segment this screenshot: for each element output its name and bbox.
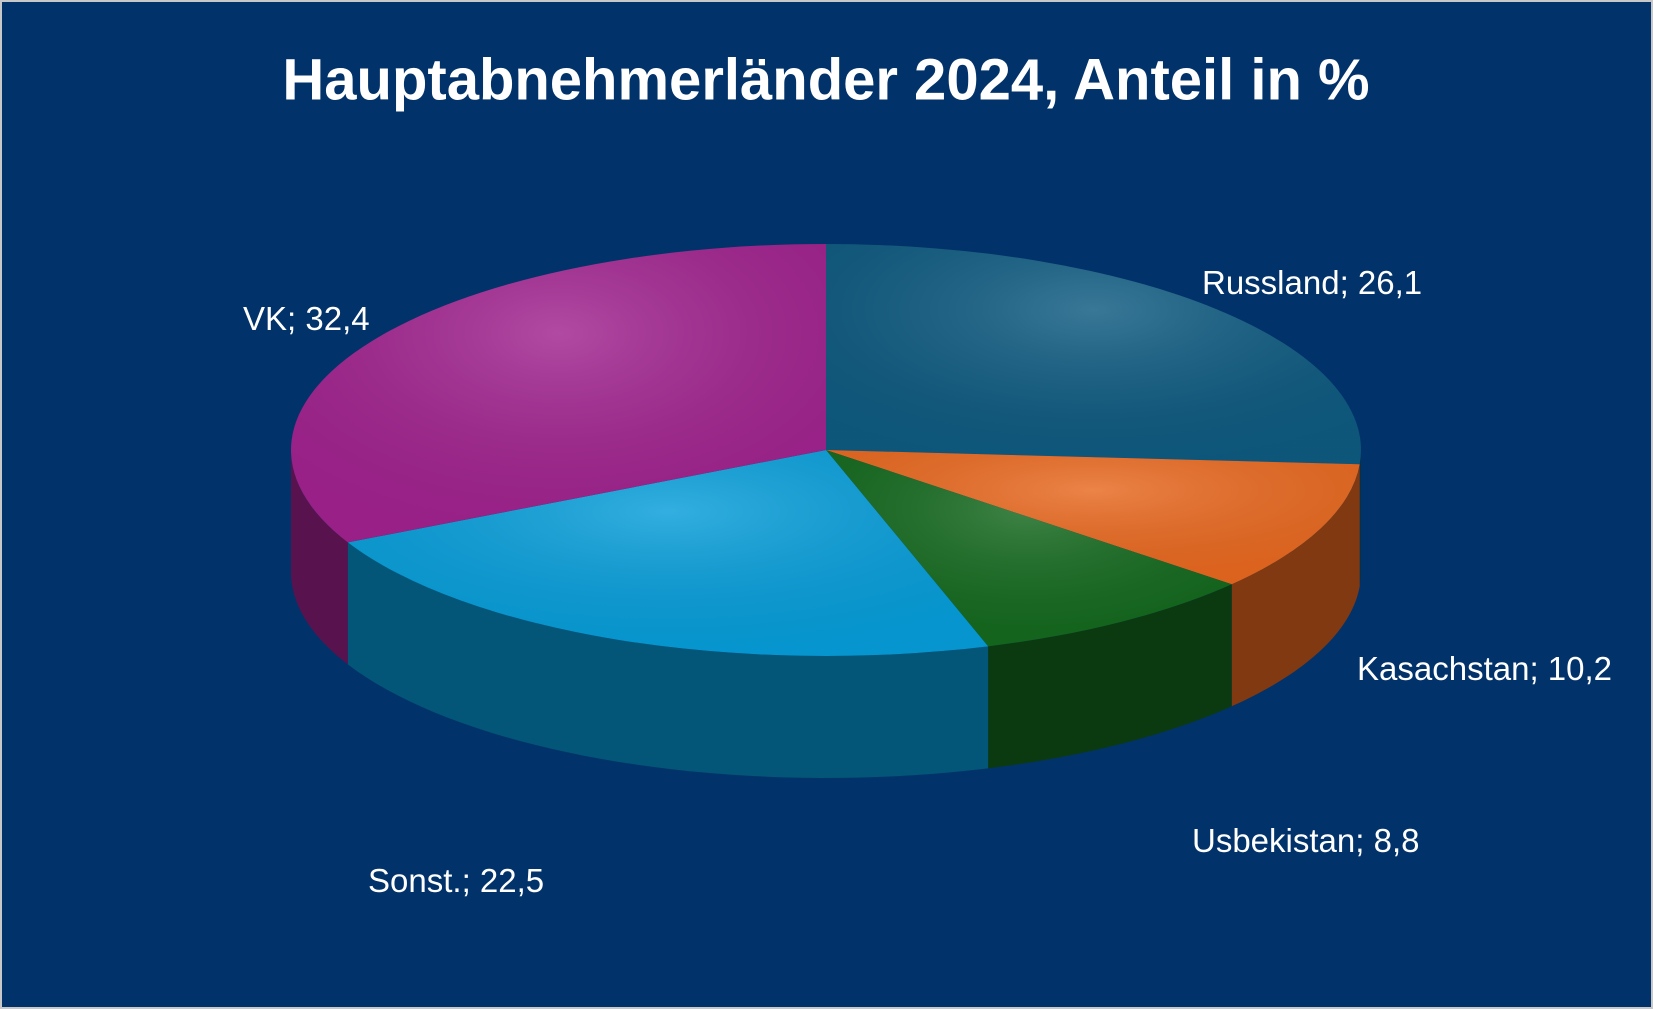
- category-label: VK: [243, 300, 287, 337]
- category-label: Usbekistan: [1192, 822, 1355, 859]
- slice-shade: [826, 450, 1232, 647]
- label-separator: ;: [1355, 822, 1373, 859]
- slice-shade: [347, 450, 989, 656]
- category-label: Sonst.: [368, 862, 462, 899]
- category-label: Kasachstan: [1357, 650, 1529, 687]
- value-label: 22,5: [480, 862, 544, 899]
- value-label: 26,1: [1358, 264, 1422, 301]
- slice-shade: [826, 244, 1361, 465]
- label-separator: ;: [287, 300, 305, 337]
- slice-side: [291, 450, 348, 665]
- slice-side: [347, 542, 989, 778]
- data-label: Russland; 26,1: [1202, 264, 1422, 301]
- data-label: Sonst.; 22,5: [368, 862, 544, 899]
- pie-tops: [290, 244, 1361, 656]
- labels: Russland; 26,1 Kasachstan; 10,2 Usbekistan…: [243, 264, 1612, 899]
- value-label: 8,8: [1374, 822, 1420, 859]
- label-separator: ;: [462, 862, 480, 899]
- slice-shade: [290, 244, 826, 543]
- slice-side: [1231, 464, 1360, 707]
- chart-title: Hauptabnehmerländer 2024, Anteil in %: [282, 47, 1369, 112]
- data-label: Usbekistan; 8,8: [1192, 822, 1419, 859]
- value-label: 32,4: [305, 300, 369, 337]
- slice-shade: [826, 450, 1360, 585]
- pie-sides: [291, 450, 1361, 778]
- label-separator: ;: [1529, 650, 1547, 687]
- label-separator: ;: [1340, 264, 1358, 301]
- data-label: Kasachstan; 10,2: [1357, 650, 1612, 687]
- slice-side: [988, 584, 1232, 769]
- value-label: 10,2: [1548, 650, 1612, 687]
- data-label: VK; 32,4: [243, 300, 370, 337]
- category-label: Russland: [1202, 264, 1340, 301]
- slice-side: [1359, 450, 1361, 587]
